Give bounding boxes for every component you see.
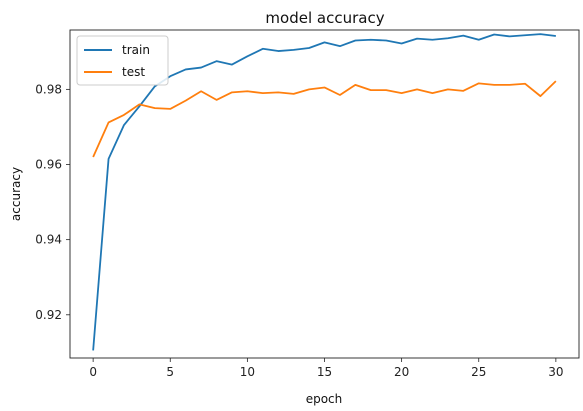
series-line-test: [92, 80, 557, 158]
plot-area: [92, 33, 557, 351]
x-axis-ticks: 0 5 10 15 20 25 30: [89, 358, 564, 379]
series-line-train: [92, 33, 556, 351]
y-tick-label: 0.98: [35, 82, 62, 96]
x-tick-label: 25: [471, 365, 486, 379]
x-tick-label: 30: [548, 365, 563, 379]
legend-label-test: test: [122, 65, 145, 79]
x-tick-label: 5: [166, 365, 174, 379]
y-axis-ticks: 0.92 0.94 0.96 0.98: [35, 82, 70, 322]
x-tick-label: 0: [89, 365, 97, 379]
x-tick-label: 15: [317, 365, 332, 379]
x-tick-label: 20: [394, 365, 409, 379]
y-axis-label: accuracy: [9, 167, 23, 221]
chart-title: model accuracy: [265, 9, 384, 27]
x-axis-label: epoch: [306, 392, 343, 406]
legend: train test: [76, 35, 169, 86]
x-tick-label: 10: [240, 365, 255, 379]
y-tick-label: 0.96: [35, 158, 62, 172]
y-tick-label: 0.92: [35, 308, 62, 322]
y-tick-label: 0.94: [35, 233, 62, 247]
legend-label-train: train: [122, 43, 150, 57]
